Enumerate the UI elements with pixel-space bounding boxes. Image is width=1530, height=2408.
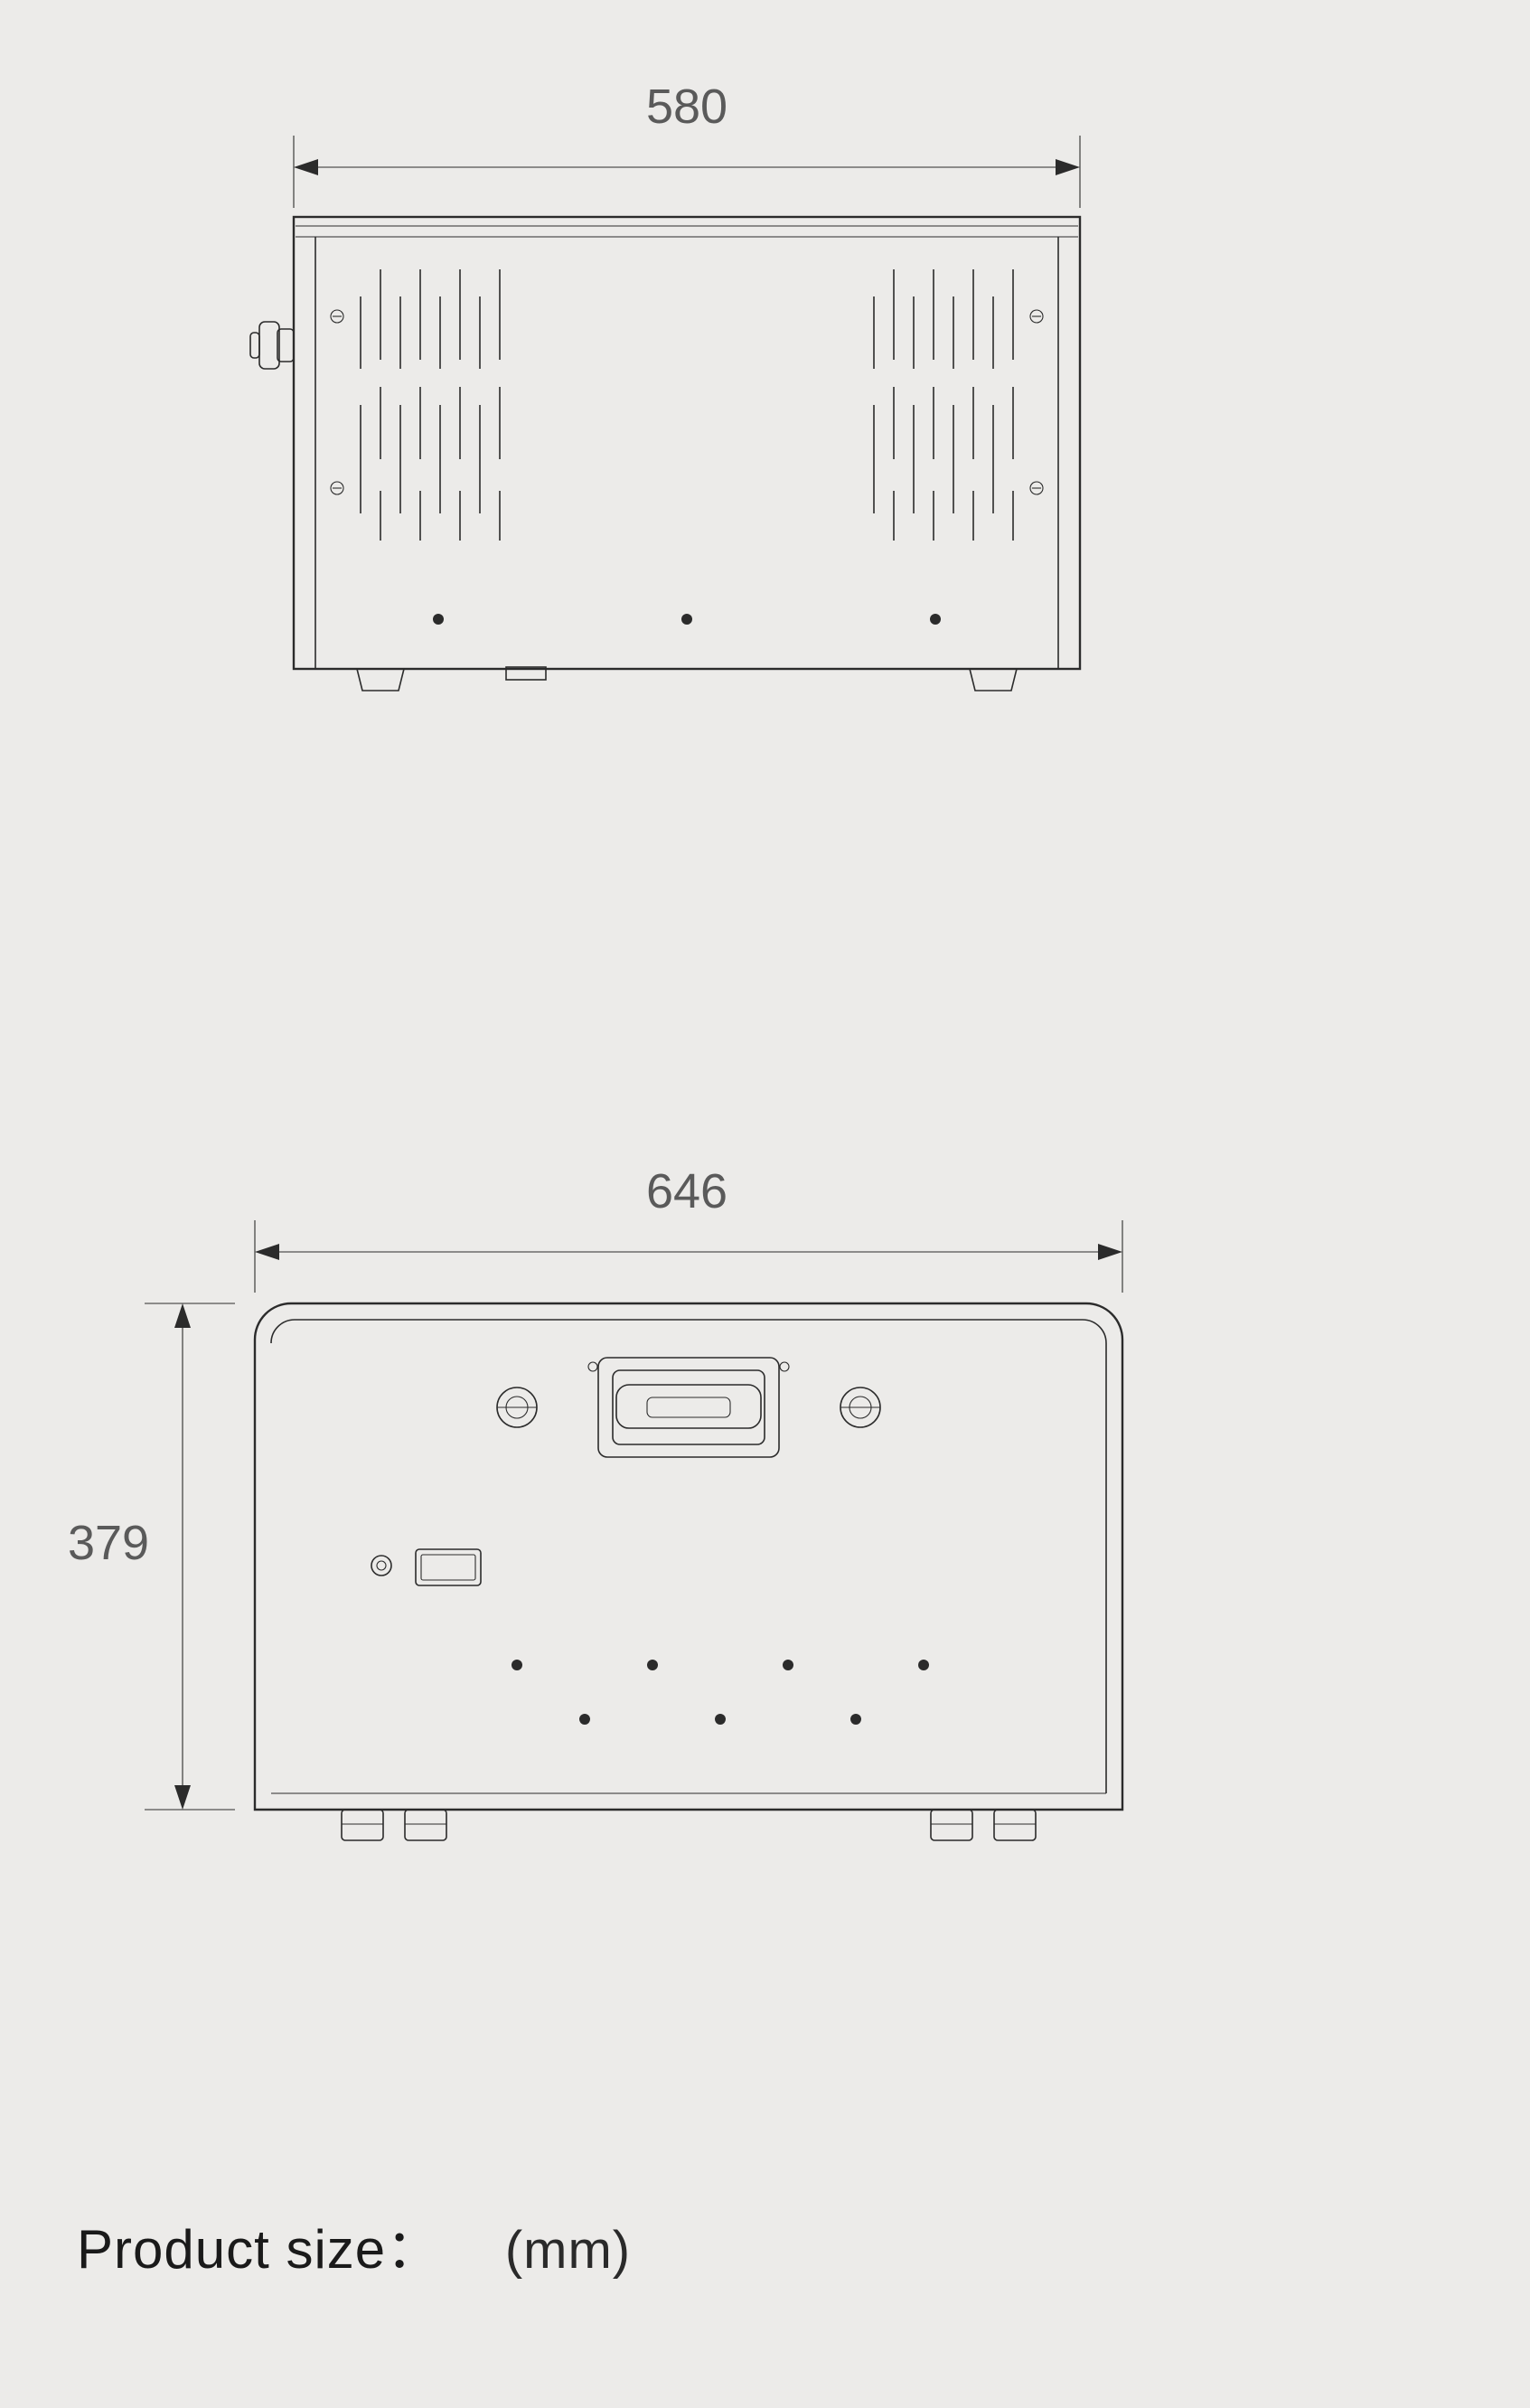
feet-side <box>357 669 1017 691</box>
bottom-screws <box>433 614 941 625</box>
caption-label: Product size： <box>77 2219 441 2280</box>
knob-right <box>840 1387 880 1427</box>
mounting-dots <box>512 1660 929 1725</box>
feet-front <box>342 1810 1036 1840</box>
front-view-drawing: 646 379 <box>54 1166 1193 1948</box>
nozzle-left <box>250 322 294 369</box>
side-view-drawing: 580 <box>190 81 1184 791</box>
vent-left <box>361 269 500 541</box>
width-dimension-646: 646 <box>646 1164 727 1218</box>
side-screws <box>331 310 1043 494</box>
handle <box>588 1358 789 1457</box>
height-dimension-379: 379 <box>68 1516 149 1570</box>
width-dimension-580: 580 <box>646 80 727 134</box>
indicator-led <box>371 1556 391 1576</box>
knob-left <box>497 1387 537 1427</box>
vent-right <box>874 269 1013 541</box>
caption-unit: (mm) <box>505 2221 631 2280</box>
caption: Product size： (mm) <box>77 2206 631 2284</box>
mini-screen <box>416 1549 481 1585</box>
